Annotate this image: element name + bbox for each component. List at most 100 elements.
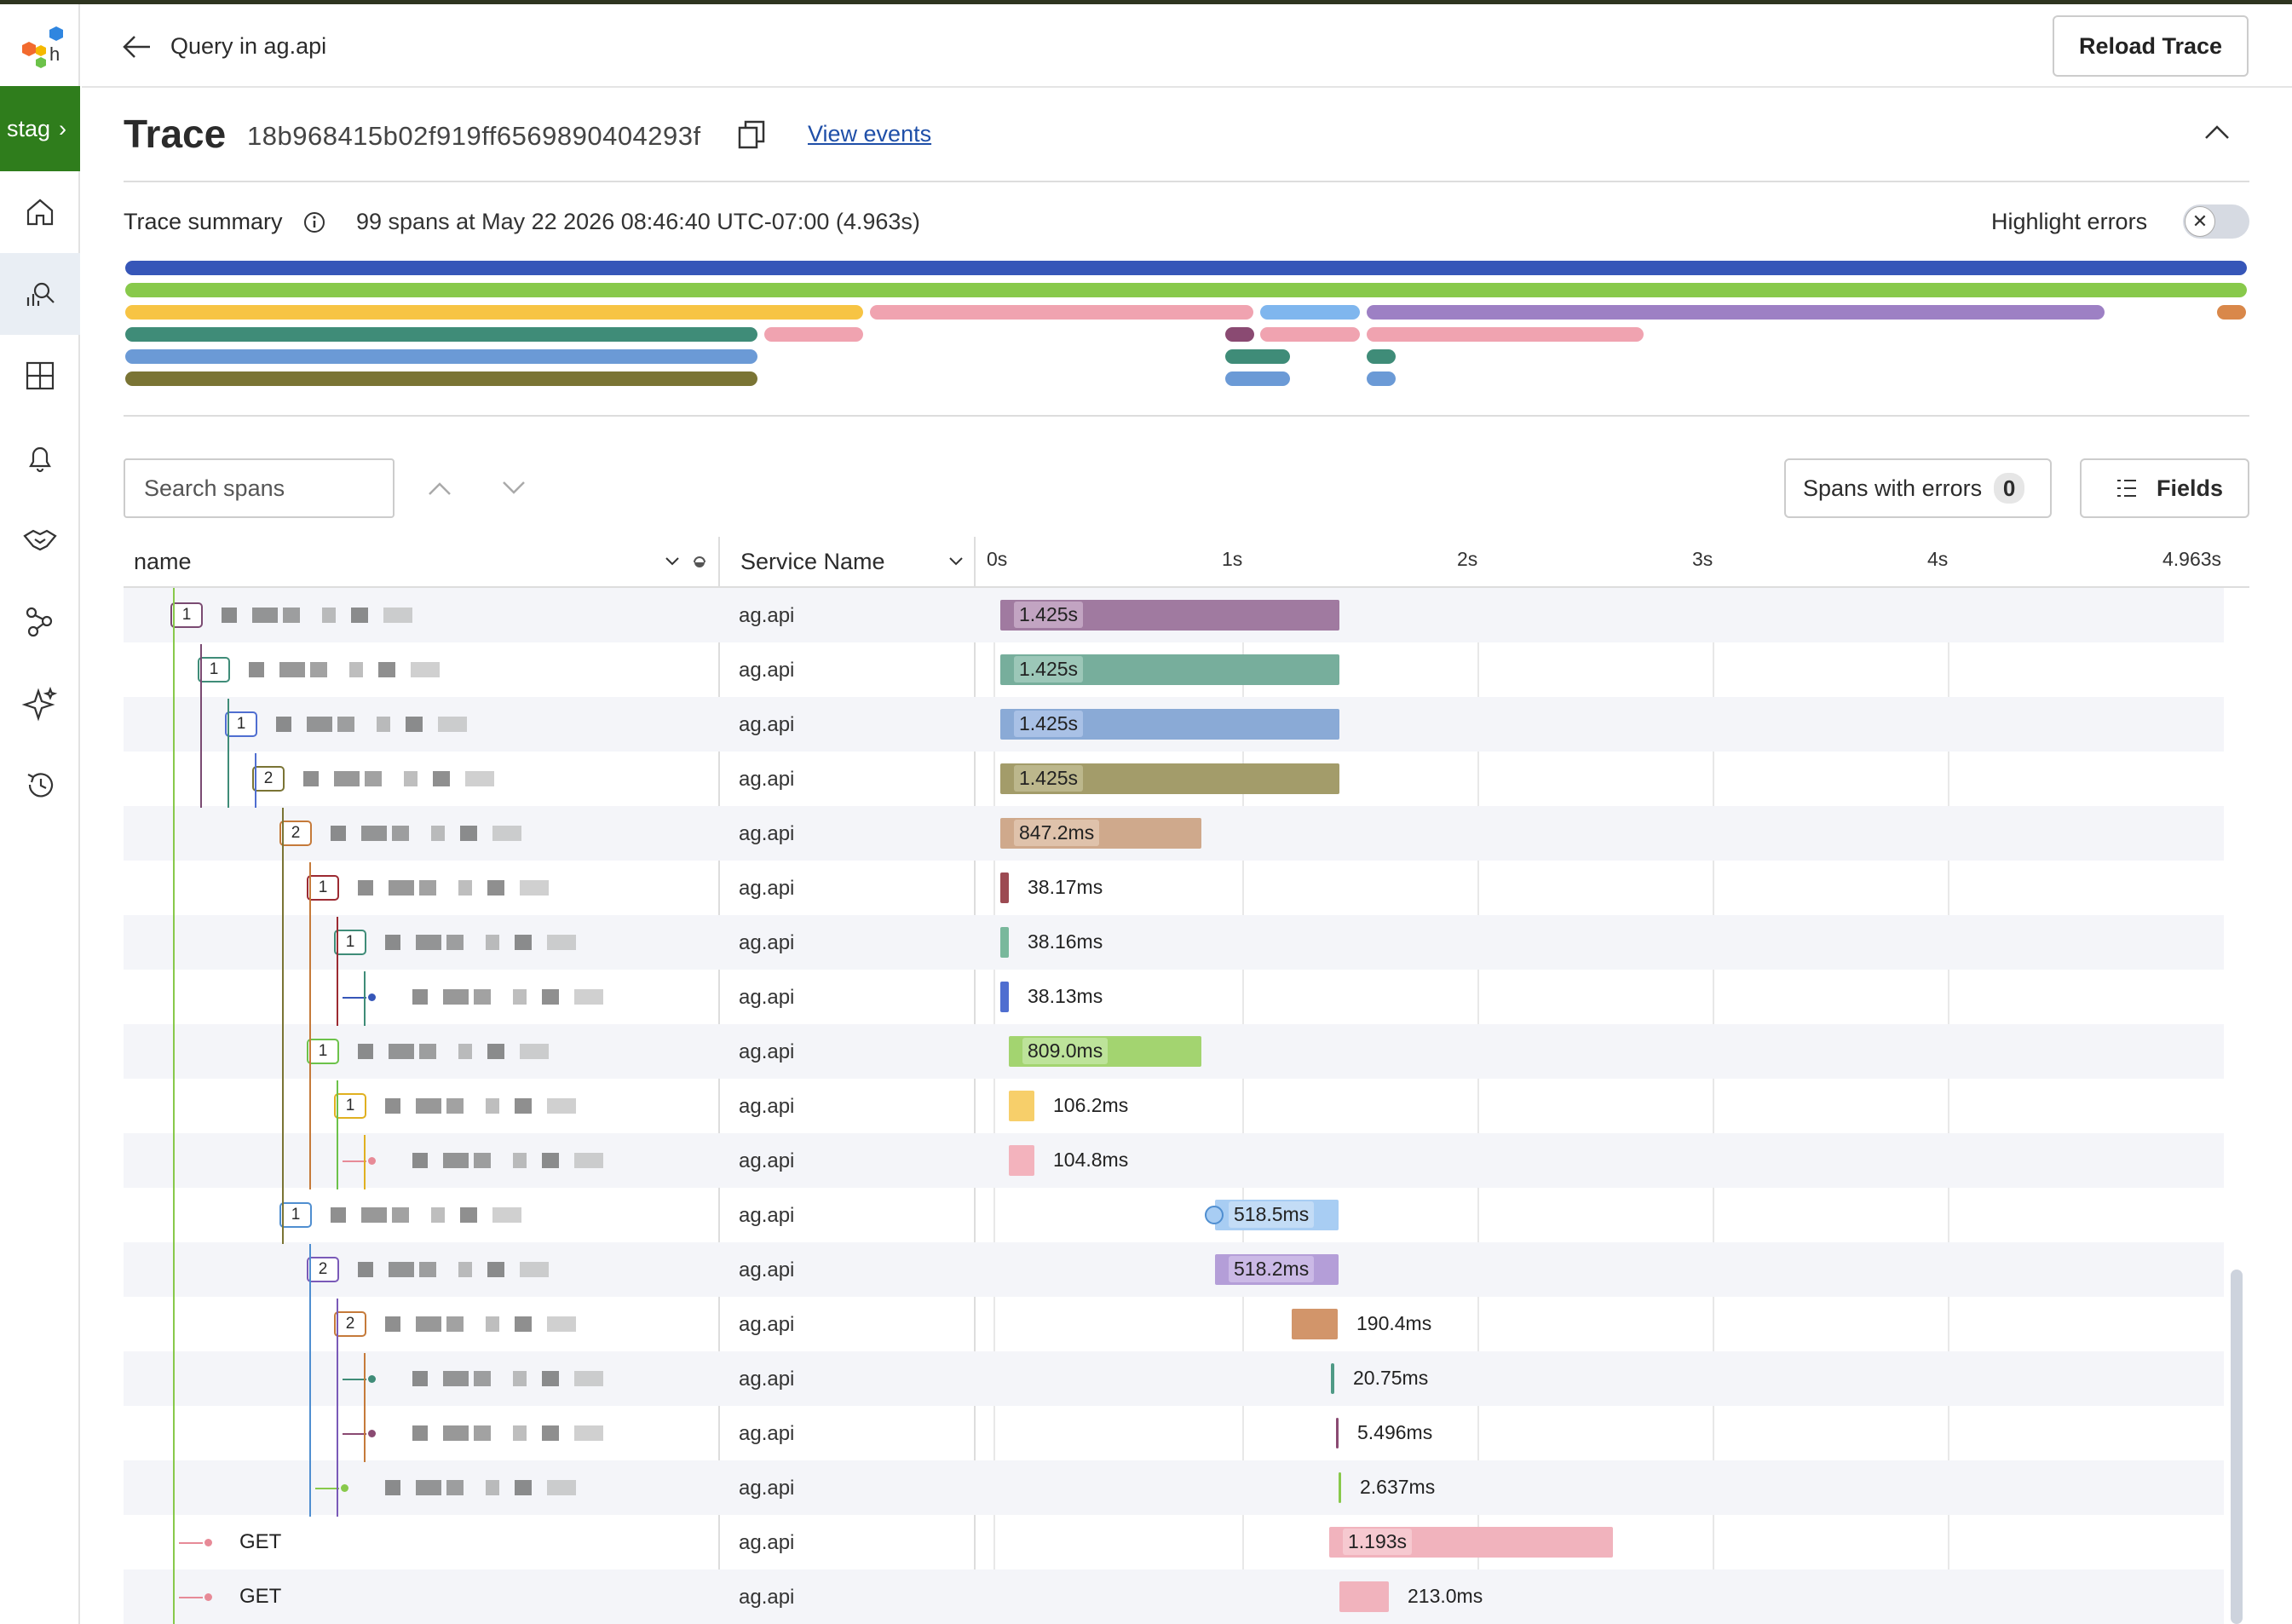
span-duration-bar[interactable]: [1331, 1363, 1334, 1394]
minimap-bar: [1225, 371, 1290, 386]
highlight-errors-toggle[interactable]: ✕: [2183, 204, 2249, 239]
redacted-text: [474, 1153, 491, 1168]
logo-icon[interactable]: h: [15, 20, 66, 71]
name-column-header[interactable]: name: [124, 537, 718, 588]
sidebar: h stag ›: [0, 4, 80, 1624]
column-resize-icon[interactable]: [691, 552, 708, 571]
span-duration-bar[interactable]: [1292, 1309, 1338, 1339]
view-events-link[interactable]: View events: [808, 121, 932, 147]
child-count-badge[interactable]: 1: [170, 602, 203, 628]
minimap-bar: [1367, 349, 1396, 364]
child-count-badge[interactable]: 2: [307, 1257, 339, 1282]
redacted-text: [358, 1044, 373, 1059]
span-duration-bar[interactable]: [1009, 1145, 1034, 1176]
child-count-badge[interactable]: 1: [225, 711, 257, 737]
service-name-cell: ag.api: [739, 1368, 795, 1391]
search-spans-input[interactable]: [124, 458, 394, 518]
handshake-icon: [23, 529, 57, 551]
nav-ai-assistant[interactable]: [0, 662, 80, 744]
next-match-button[interactable]: [480, 458, 548, 518]
previous-match-button[interactable]: [406, 458, 474, 518]
chevron-down-icon[interactable]: [665, 556, 680, 567]
tree-connector: [364, 971, 366, 1026]
child-count-badge[interactable]: 2: [334, 1311, 366, 1337]
environment-switcher[interactable]: stag ›: [0, 86, 80, 171]
span-duration-label: 104.8ms: [1053, 1149, 1129, 1171]
tree-connector: [364, 1353, 366, 1462]
service-name-cell: ag.api: [739, 1095, 795, 1118]
nav-boards[interactable]: [0, 335, 80, 417]
span-duration-bar[interactable]: [1000, 982, 1009, 1012]
child-count-badge[interactable]: 1: [334, 1093, 366, 1119]
span-duration-bar[interactable]: [1339, 1472, 1341, 1503]
span-row[interactable]: [124, 970, 2224, 1024]
nav-home[interactable]: [0, 171, 80, 253]
reload-trace-button[interactable]: Reload Trace: [2053, 15, 2249, 77]
span-duration-bar[interactable]: [1000, 927, 1009, 958]
service-name-column-header[interactable]: Service Name: [720, 537, 974, 588]
nav-triggers[interactable]: [0, 417, 80, 498]
span-row[interactable]: [124, 861, 2224, 915]
minimap-bar: [1225, 349, 1290, 364]
redacted-text: [487, 1044, 504, 1059]
span-duration-label: 1.425s: [1014, 656, 1084, 682]
spans-with-errors-label: Spans with errors: [1803, 475, 1983, 501]
span-event-marker[interactable]: [1205, 1206, 1224, 1224]
nav-history[interactable]: [0, 744, 80, 826]
redacted-text: [438, 717, 467, 732]
span-row[interactable]: [124, 1460, 2224, 1515]
child-count-badge[interactable]: 2: [279, 821, 312, 846]
spans-with-errors-button[interactable]: Spans with errors 0: [1784, 458, 2052, 518]
redacted-text: [458, 880, 472, 896]
redacted-text: [487, 1262, 504, 1277]
span-row[interactable]: [124, 1133, 2224, 1188]
child-count-badge[interactable]: 1: [307, 1039, 339, 1064]
back-link-title[interactable]: Query in ag.api: [170, 33, 327, 59]
leaf-node-dot: [368, 993, 376, 1001]
service-name-cell: ag.api: [739, 986, 795, 1009]
chevron-up-icon[interactable]: [2203, 121, 2232, 143]
history-icon: [27, 773, 54, 798]
redacted-text: [331, 1207, 346, 1223]
back-arrow-icon[interactable]: [121, 33, 153, 60]
child-count-badge[interactable]: 1: [334, 930, 366, 955]
chevron-down-icon[interactable]: [948, 556, 964, 567]
child-count-badge[interactable]: 1: [307, 875, 339, 901]
tree-connector: [364, 1135, 366, 1189]
span-row[interactable]: [124, 1406, 2224, 1460]
redacted-text: [547, 935, 576, 950]
service-name-cell: ag.api: [739, 768, 795, 791]
span-duration-bar[interactable]: [1336, 1418, 1339, 1448]
fields-button[interactable]: Fields: [2080, 458, 2249, 518]
redacted-text: [513, 1371, 527, 1386]
child-count-badge[interactable]: 1: [279, 1202, 312, 1228]
redacted-text: [574, 1425, 603, 1441]
info-icon[interactable]: [302, 210, 327, 235]
redacted-text: [513, 989, 527, 1005]
nav-service-map[interactable]: [0, 580, 80, 662]
span-duration-bar[interactable]: [1000, 872, 1009, 903]
child-count-badge[interactable]: 1: [198, 657, 230, 682]
span-row[interactable]: [124, 1569, 2224, 1624]
span-row[interactable]: [124, 1515, 2224, 1569]
redacted-text: [446, 1098, 464, 1114]
span-duration-bar[interactable]: [1009, 1091, 1034, 1121]
timeline-gridline: [1242, 588, 1244, 1624]
nav-slos[interactable]: [0, 498, 80, 580]
trace-minimap[interactable]: [124, 256, 2249, 392]
span-row[interactable]: [124, 1242, 2224, 1297]
redacted-text: [310, 662, 327, 677]
redacted-text: [389, 1044, 414, 1059]
span-row[interactable]: [124, 915, 2224, 970]
service-name-cell: ag.api: [739, 931, 795, 954]
redacted-text: [389, 1262, 414, 1277]
vertical-scrollbar[interactable]: [2231, 1270, 2243, 1624]
nav-query[interactable]: [0, 253, 80, 335]
copy-icon[interactable]: [737, 119, 766, 150]
redacted-text: [547, 1480, 576, 1495]
span-duration-bar[interactable]: [1339, 1581, 1389, 1612]
close-icon: ✕: [2185, 206, 2215, 237]
chevron-down-icon: [503, 481, 525, 494]
child-count-badge[interactable]: 2: [252, 766, 285, 792]
span-row[interactable]: [124, 1351, 2224, 1406]
